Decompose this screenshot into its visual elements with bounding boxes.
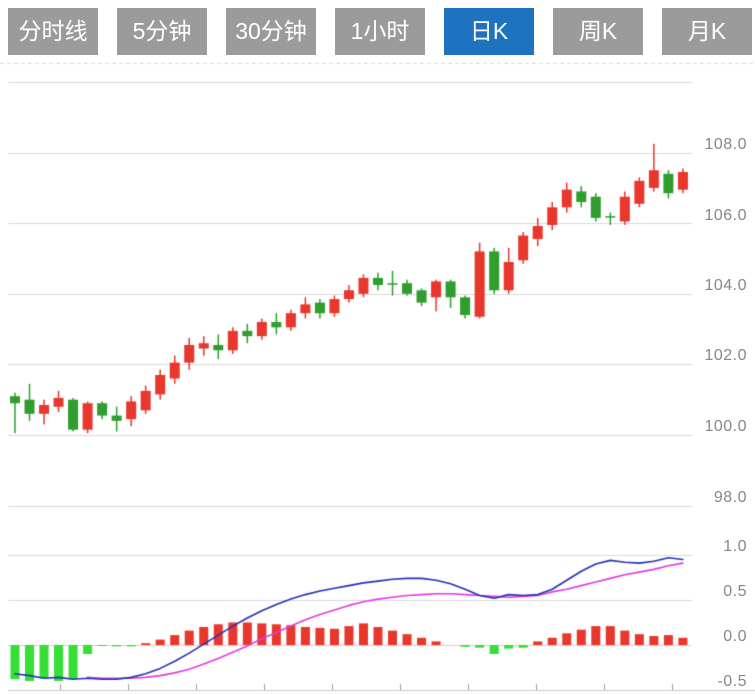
macd-axis-label: -0.5 [717,673,747,690]
price-axis-label: 108.0 [704,136,747,153]
tab-monthly-k[interactable]: 月K [662,8,752,55]
tab-timeline[interactable]: 分时线 [8,8,98,55]
macd-axis-label: 0.0 [723,628,747,645]
price-axis-label: 102.0 [704,347,747,364]
period-tabbar: 分时线 5分钟 30分钟 1小时 日K 周K 月K [8,8,752,55]
price-axis-label: 100.0 [704,418,747,435]
tab-1hour[interactable]: 1小时 [335,8,425,55]
tab-30min[interactable]: 30分钟 [226,8,316,55]
tab-daily-k[interactable]: 日K [444,8,534,55]
price-axis-label: 104.0 [704,277,747,294]
tab-5min[interactable]: 5分钟 [117,8,207,55]
macd-axis-label: 1.0 [723,538,747,555]
price-axis-label: 98.0 [713,489,747,506]
tab-weekly-k[interactable]: 周K [553,8,643,55]
macd-axis-label: 0.5 [723,583,747,600]
price-axis-label: 106.0 [704,207,747,224]
